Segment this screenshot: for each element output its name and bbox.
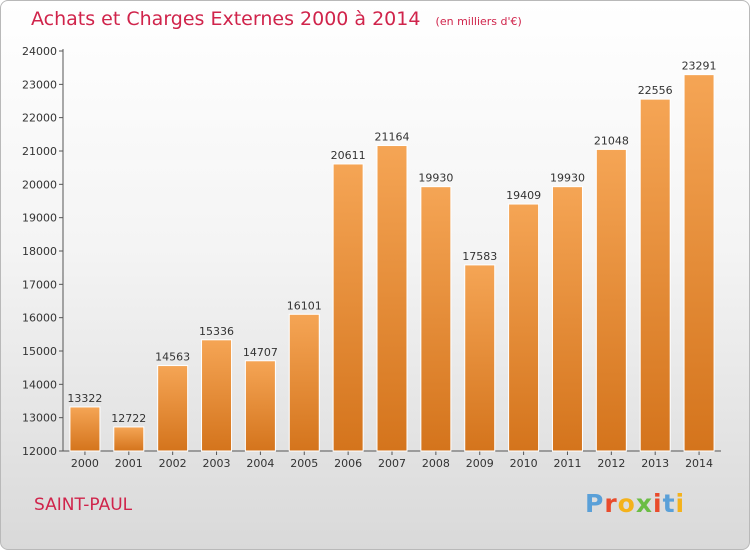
- chart-title: Achats et Charges Externes 2000 à 2014: [31, 8, 421, 30]
- y-tick-label: 14000: [22, 378, 57, 391]
- y-tick-label: 17000: [22, 278, 57, 291]
- y-tick-label: 19000: [22, 212, 57, 225]
- value-label-2014: 23291: [682, 60, 717, 73]
- brand-letter: o: [617, 489, 636, 518]
- bars: [69, 74, 715, 452]
- y-tick-label: 13000: [22, 412, 57, 425]
- y-tick-label: 15000: [22, 345, 57, 358]
- brand-letter: P: [585, 489, 605, 518]
- value-label-2012: 21048: [594, 134, 629, 147]
- x-tick-label-2000: 2000: [71, 457, 99, 470]
- x-tick-label-2007: 2007: [378, 457, 406, 470]
- y-tick-label: 23000: [22, 78, 57, 91]
- brand-letter: i: [675, 489, 686, 518]
- value-label-2011: 19930: [550, 172, 585, 185]
- value-label-2001: 12722: [111, 412, 146, 425]
- x-tick-label-2001: 2001: [115, 457, 143, 470]
- value-label-2013: 22556: [638, 84, 673, 97]
- bar-2008: [420, 186, 452, 452]
- commune-name: SAINT-PAUL: [34, 495, 133, 515]
- y-tick-label: 12000: [22, 445, 57, 458]
- chart-unit: (en milliers d'€): [435, 15, 522, 28]
- value-label-2002: 14563: [155, 351, 190, 364]
- x-tick-label-2014: 2014: [685, 457, 713, 470]
- bar-2006: [332, 163, 364, 452]
- value-label-2007: 21164: [375, 131, 410, 144]
- y-tick-label: 21000: [22, 145, 57, 158]
- y-tick-label: 24000: [22, 45, 57, 58]
- value-label-2008: 19930: [418, 172, 453, 185]
- bar-2003: [201, 339, 233, 452]
- brand-logo[interactable]: Proxiti: [585, 489, 685, 518]
- x-tick-label-2012: 2012: [597, 457, 625, 470]
- x-tick-label-2011: 2011: [553, 457, 581, 470]
- value-label-2003: 15336: [199, 325, 234, 338]
- brand-letter: x: [635, 489, 653, 518]
- y-tick-label: 22000: [22, 112, 57, 125]
- bar-2000: [69, 406, 101, 452]
- y-tick-label: 16000: [22, 312, 57, 325]
- bar-2009: [464, 264, 496, 452]
- bar-2001: [113, 426, 145, 452]
- bar-2007: [376, 145, 408, 452]
- y-tick-label: 18000: [22, 245, 57, 258]
- bar-2012: [595, 148, 627, 452]
- bar-2004: [244, 360, 276, 452]
- x-tick-label-2006: 2006: [334, 457, 362, 470]
- value-label-2004: 14707: [243, 346, 278, 359]
- value-label-2000: 13322: [67, 392, 102, 405]
- y-tick-label: 20000: [22, 178, 57, 191]
- title-row: Achats et Charges Externes 2000 à 2014 (…: [31, 8, 522, 30]
- bar-2011: [551, 186, 583, 452]
- brand-letter: i: [653, 489, 663, 518]
- bar-2005: [288, 313, 320, 452]
- x-tick-label-2010: 2010: [510, 457, 538, 470]
- x-tick-label-2003: 2003: [203, 457, 231, 470]
- bar-2002: [157, 365, 189, 452]
- x-tick-label-2002: 2002: [159, 457, 187, 470]
- brand-letter: r: [604, 489, 618, 518]
- value-label-2009: 17583: [462, 250, 497, 263]
- x-tick-label-2008: 2008: [422, 457, 450, 470]
- x-tick-label-2004: 2004: [246, 457, 274, 470]
- value-label-2006: 20611: [331, 149, 366, 162]
- brand-letter: t: [662, 489, 676, 518]
- x-tick-label-2013: 2013: [641, 457, 669, 470]
- value-label-2005: 16101: [287, 299, 322, 312]
- bar-2010: [508, 203, 540, 452]
- bar-2014: [683, 74, 715, 452]
- x-tick-label-2005: 2005: [290, 457, 318, 470]
- value-labels: 13322 12722 14563 15336 14707 16101 20611 21164…: [67, 60, 716, 425]
- value-label-2010: 19409: [506, 189, 541, 202]
- bar-2013: [639, 98, 671, 452]
- x-tick-label-2009: 2009: [466, 457, 494, 470]
